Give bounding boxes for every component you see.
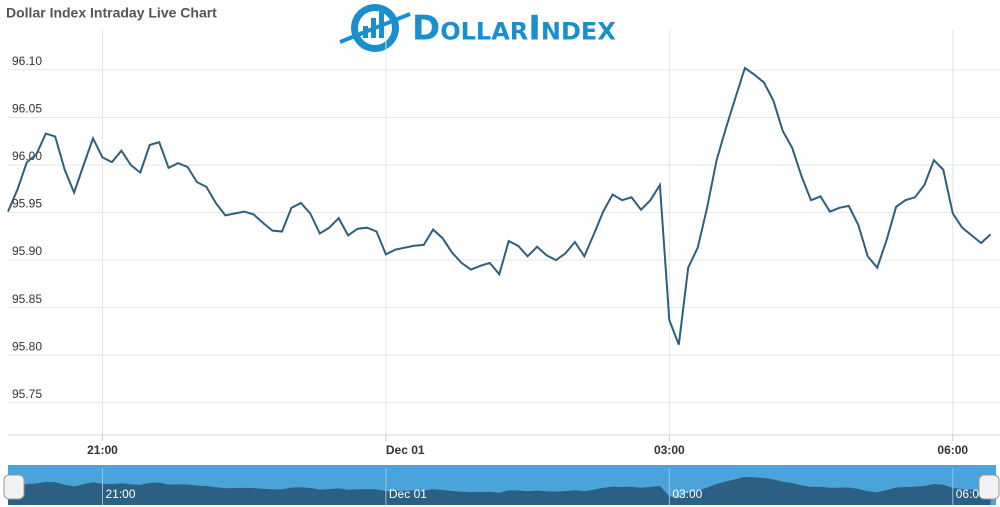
logo-icon [339,4,411,52]
line-series [7,66,992,346]
navigator-area [8,476,991,505]
y-tick-label: 96.10 [12,54,42,68]
y-tick-label: 96.00 [12,149,42,163]
x-tick-label: 03:00 [654,443,685,457]
y-tick-label: 95.75 [12,387,42,401]
x-tick-label: Dec 01 [386,443,425,457]
y-tick-label: 96.05 [12,102,42,116]
x-tick-label: 06:00 [937,443,968,457]
navigator-label: 03:00 [672,487,702,501]
navigator-label: Dec 01 [389,487,427,501]
navigator-handle[interactable] [3,474,25,500]
navigator-handle[interactable] [978,474,1000,500]
y-tick-label: 95.80 [12,339,42,353]
y-tick-label: 95.90 [12,244,42,258]
y-tick-label: 95.85 [12,292,42,306]
logo-text: DollarIndex [412,9,616,49]
x-tick-label: 21:00 [87,443,118,457]
navigator-label: 21:00 [105,487,135,501]
chart-title: Dollar Index Intraday Live Chart [6,5,217,21]
y-tick-label: 95.95 [12,197,42,211]
